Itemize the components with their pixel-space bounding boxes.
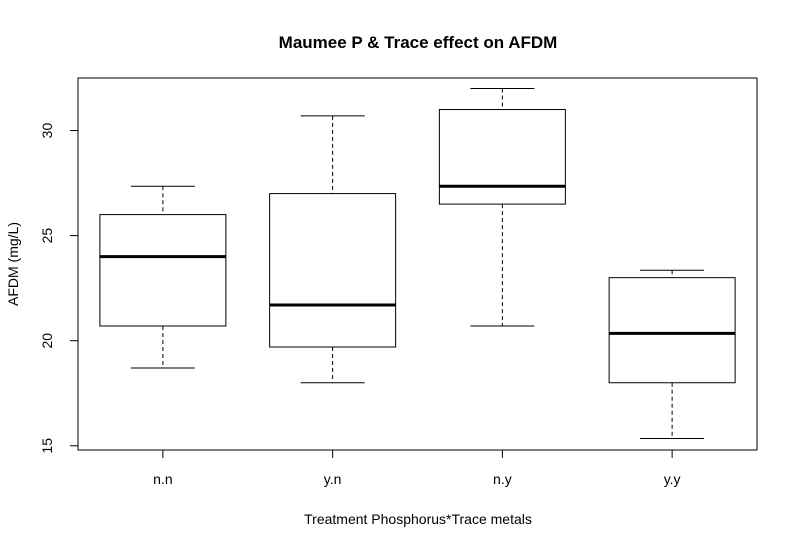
iqr-box [99,214,227,327]
y-tick-label-30: 30 [39,123,55,139]
iqr-box [438,109,566,205]
x-tick-label-y.y: y.y [664,471,681,487]
box-y.y [608,269,736,439]
y-axis-label: AFDM (mg/L) [5,222,21,306]
y-axis-ticks: 15 20 25 30 [39,123,78,454]
x-tick-label-n.y: n.y [493,471,512,487]
iqr-box [269,193,397,348]
x-tick-label-n.n: n.n [153,471,172,487]
box-y.n [269,115,397,384]
y-tick-label-20: 20 [39,333,55,349]
y-tick-label-15: 15 [39,438,55,454]
box-n.y [438,88,566,327]
iqr-box [608,277,736,384]
chart-title: Maumee P & Trace effect on AFDM [279,33,558,52]
box-n.n [99,185,227,369]
x-tick-label-y.n: y.n [324,471,342,487]
x-axis-label: Treatment Phosphorus*Trace metals [304,511,532,527]
boxes-layer [99,88,736,439]
y-tick-label-25: 25 [39,228,55,244]
x-axis-ticks: n.n y.n n.y y.y [153,450,681,487]
